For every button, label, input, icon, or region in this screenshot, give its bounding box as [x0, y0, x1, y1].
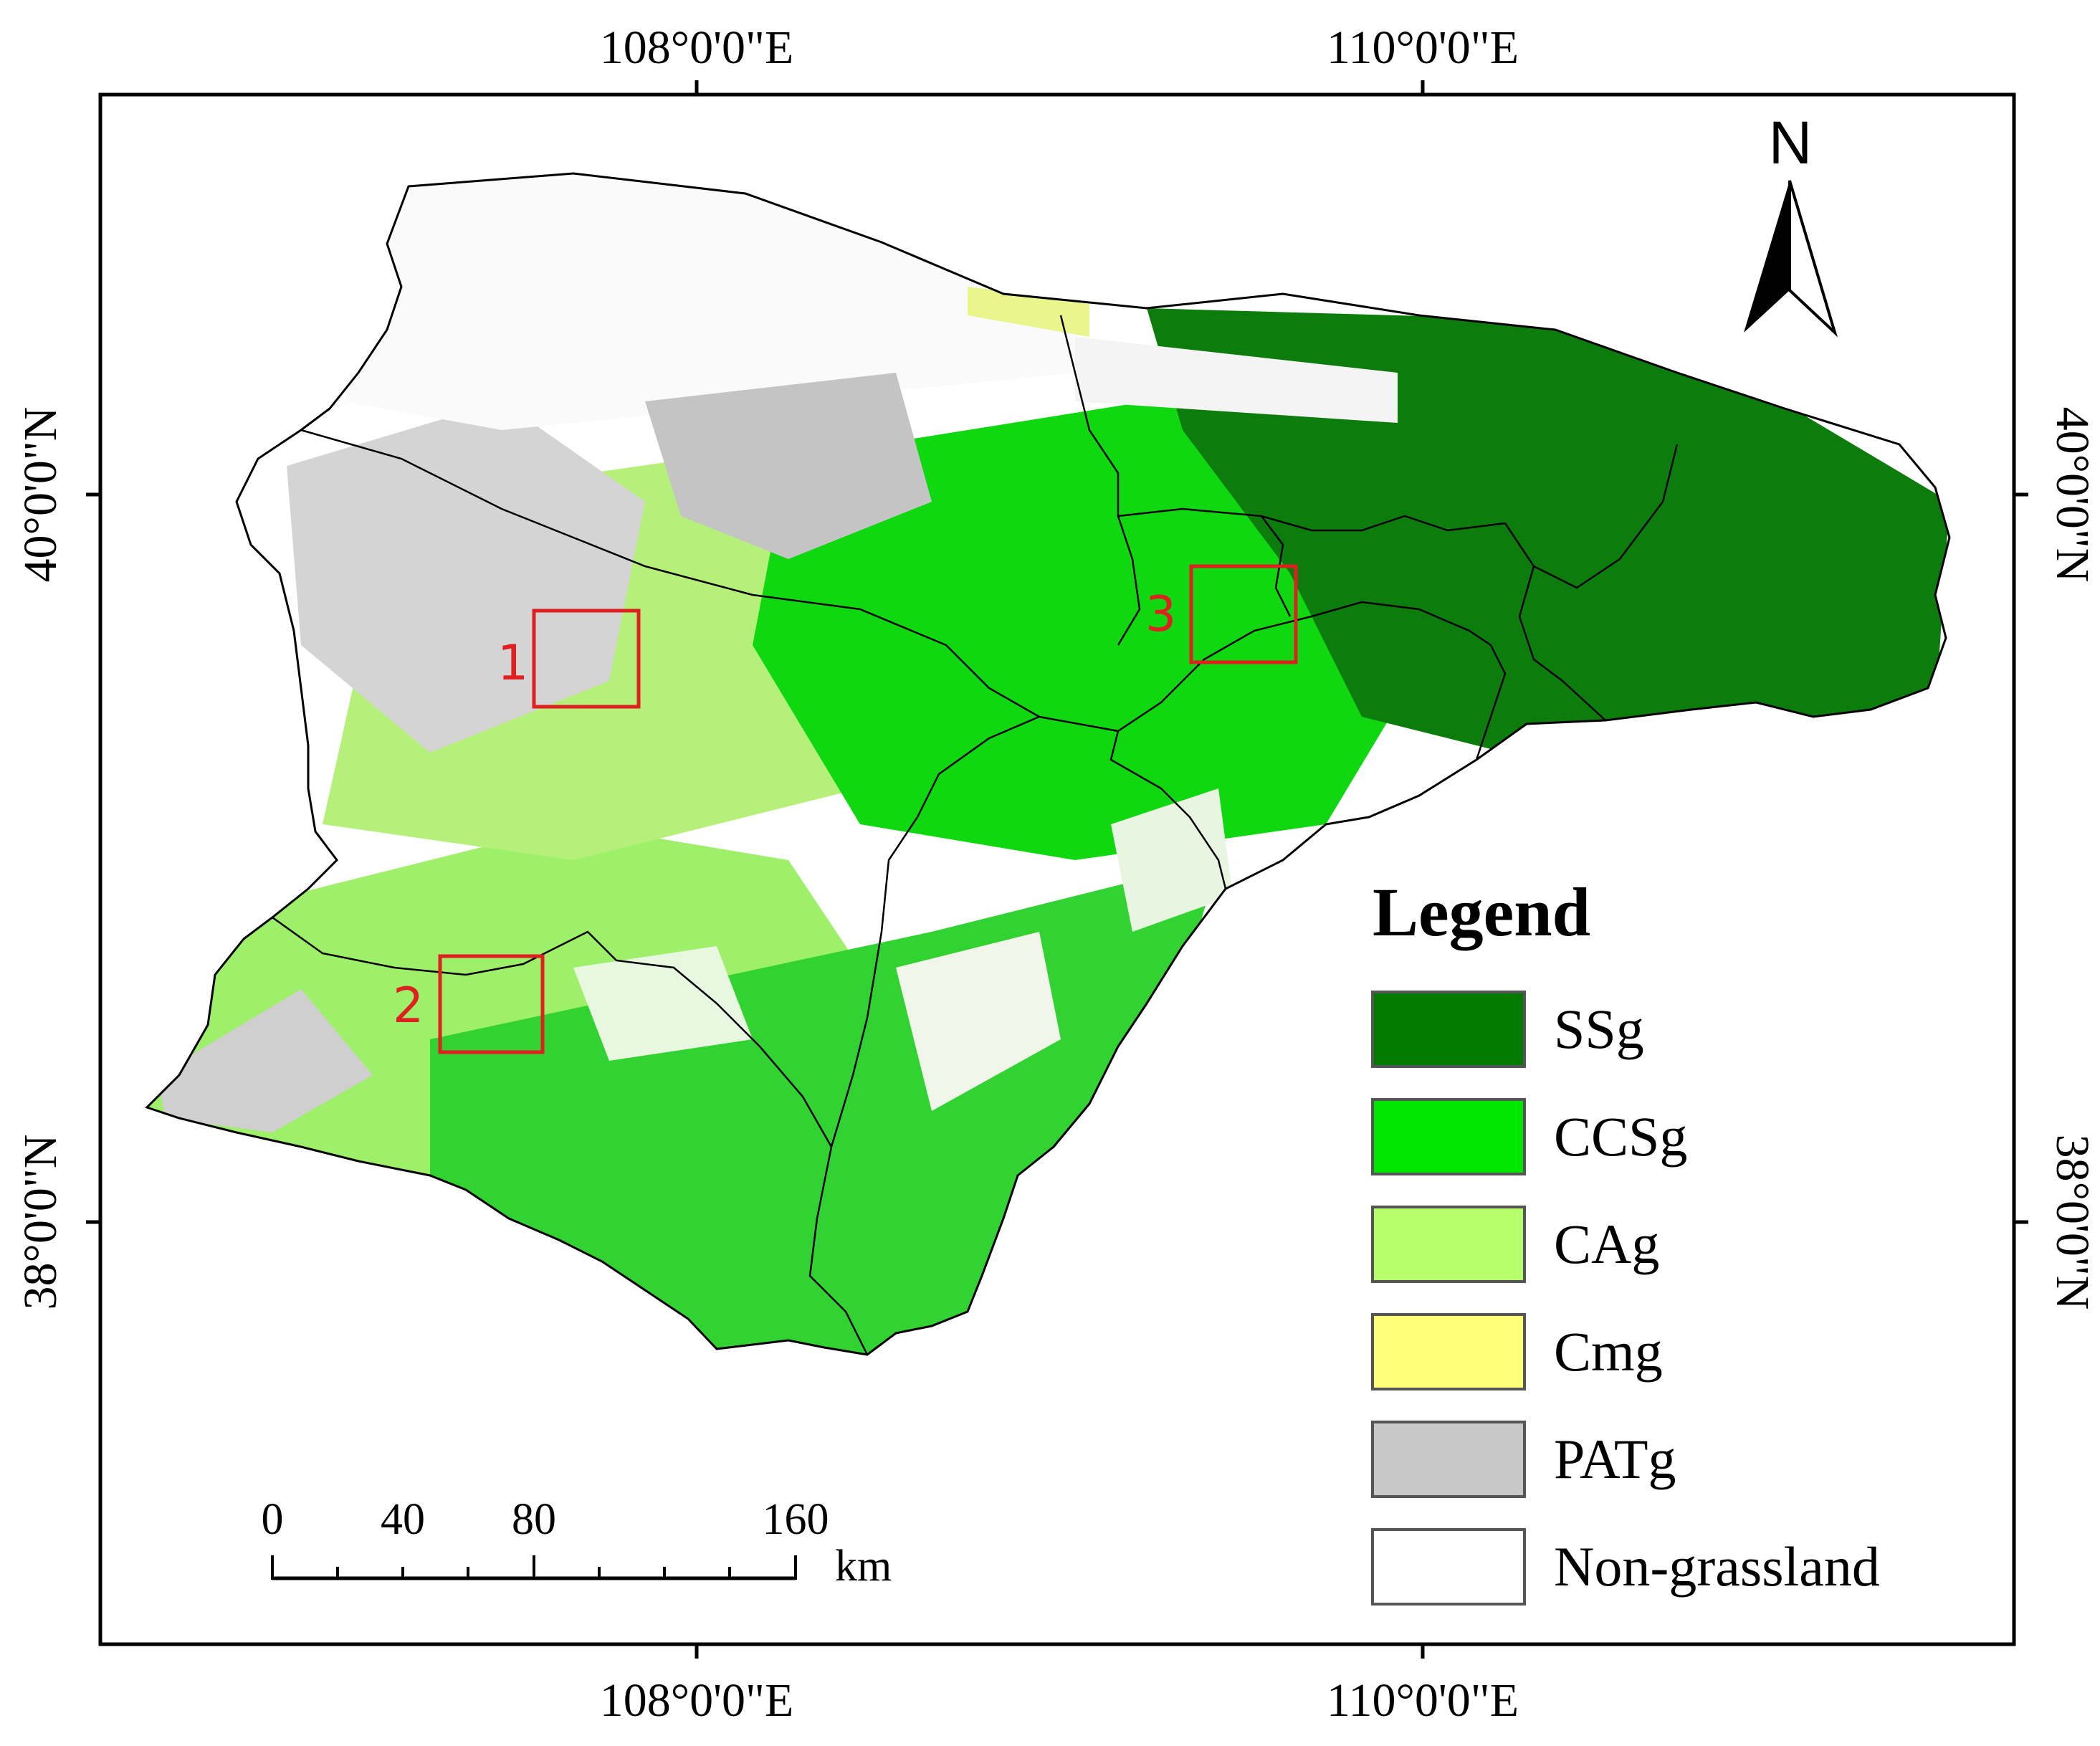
scale-unit: km [835, 1542, 892, 1590]
county-boundaries [272, 315, 1679, 1355]
legend-label-cmg: Cmg [1554, 1320, 1663, 1383]
legend-title: Legend [1373, 874, 1590, 950]
study-area-3: 3 [1145, 564, 1298, 664]
study-area-1-label: 1 [497, 635, 528, 692]
top-lon-label-108: 108°0'0"E [600, 22, 794, 74]
left-lat-label-38: 38°0'0"N [14, 1135, 67, 1310]
bottom-lon-label-108: 108°0'0"E [600, 1674, 794, 1727]
grassland-raster [147, 173, 1949, 1355]
legend-label-non-grassland: Non-grassland [1554, 1535, 1880, 1598]
north-arrow-label: N [1769, 109, 1813, 176]
left-lat-label-40: 40°0'0"N [14, 407, 67, 583]
scale-tick-160: 160 [763, 1495, 829, 1544]
study-area-3-label: 3 [1145, 586, 1176, 643]
legend-swatch-cag [1371, 1206, 1526, 1283]
north-arrow-right-half [1788, 180, 1838, 338]
legend-label-ssg: SSg [1554, 998, 1644, 1060]
legend-swatch-ccsg [1371, 1098, 1526, 1175]
north-arrow-left-half [1744, 181, 1790, 333]
right-lat-label-40: 40°0'0"N [2046, 407, 2099, 583]
top-lon-label-110: 110°0'0"E [1327, 22, 1519, 74]
scale-tick-80: 80 [512, 1495, 556, 1544]
study-area-2-label: 2 [393, 978, 424, 1034]
scale-bar: 0 40 80 160 km [262, 1495, 892, 1590]
legend-label-cag: CAg [1554, 1213, 1659, 1275]
study-area-1: 1 [497, 609, 641, 709]
region-outline [145, 172, 1951, 1356]
legend-swatch-patg [1371, 1421, 1526, 1498]
graticule-ticks [86, 80, 2028, 1659]
bottom-lon-label-110: 110°0'0"E [1327, 1674, 1519, 1727]
legend-label-ccsg: CCSg [1554, 1105, 1687, 1168]
legend: Legend SSg CCSg CAg Cmg PATg Non-grassland [1371, 874, 1880, 1606]
legend-swatch-non-grassland [1371, 1528, 1526, 1606]
scale-tick-0: 0 [262, 1495, 284, 1544]
legend-label-patg: PATg [1554, 1428, 1676, 1490]
right-lat-label-38: 38°0'0"N [2046, 1135, 2099, 1310]
north-arrow: N [1744, 109, 1838, 338]
legend-swatch-cmg [1371, 1313, 1526, 1390]
study-area-2: 2 [393, 954, 545, 1054]
scale-tick-40: 40 [381, 1495, 425, 1544]
legend-swatch-ssg [1371, 991, 1526, 1068]
